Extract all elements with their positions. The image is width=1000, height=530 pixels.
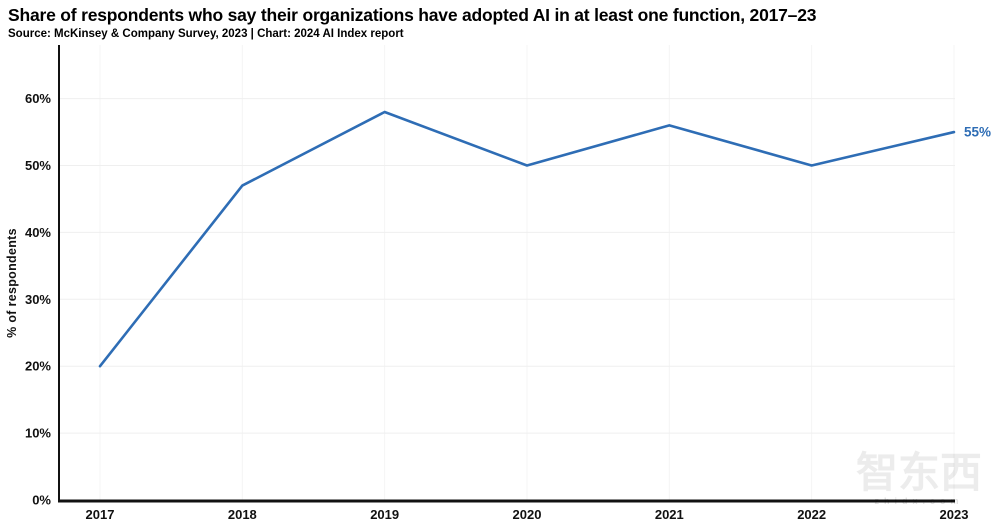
y-tick-label: 50% <box>25 158 51 173</box>
y-axis-title: % of respondents <box>5 228 19 338</box>
chart-source-caption: Source: McKinsey & Company Survey, 2023 … <box>8 28 404 40</box>
chart-title: Share of respondents who say their organ… <box>8 5 817 25</box>
y-tick-label: 20% <box>25 359 51 374</box>
x-tick-label: 2021 <box>655 507 684 522</box>
y-tick-label: 30% <box>25 292 51 307</box>
data-line <box>98 110 956 368</box>
y-tick-label: 60% <box>25 91 51 106</box>
end-value-label: 55% <box>964 125 991 140</box>
x-tick-label: 2022 <box>797 507 826 522</box>
y-tick-label: 10% <box>25 426 51 441</box>
x-tick-label: 2017 <box>86 507 115 522</box>
x-tick-label: 2018 <box>228 507 257 522</box>
x-tick-label: 2023 <box>940 507 969 522</box>
y-tick-label: 0% <box>32 493 51 508</box>
y-tick-label: 40% <box>25 225 51 240</box>
x-tick-label: 2020 <box>513 507 542 522</box>
x-tick-label: 2019 <box>370 507 399 522</box>
